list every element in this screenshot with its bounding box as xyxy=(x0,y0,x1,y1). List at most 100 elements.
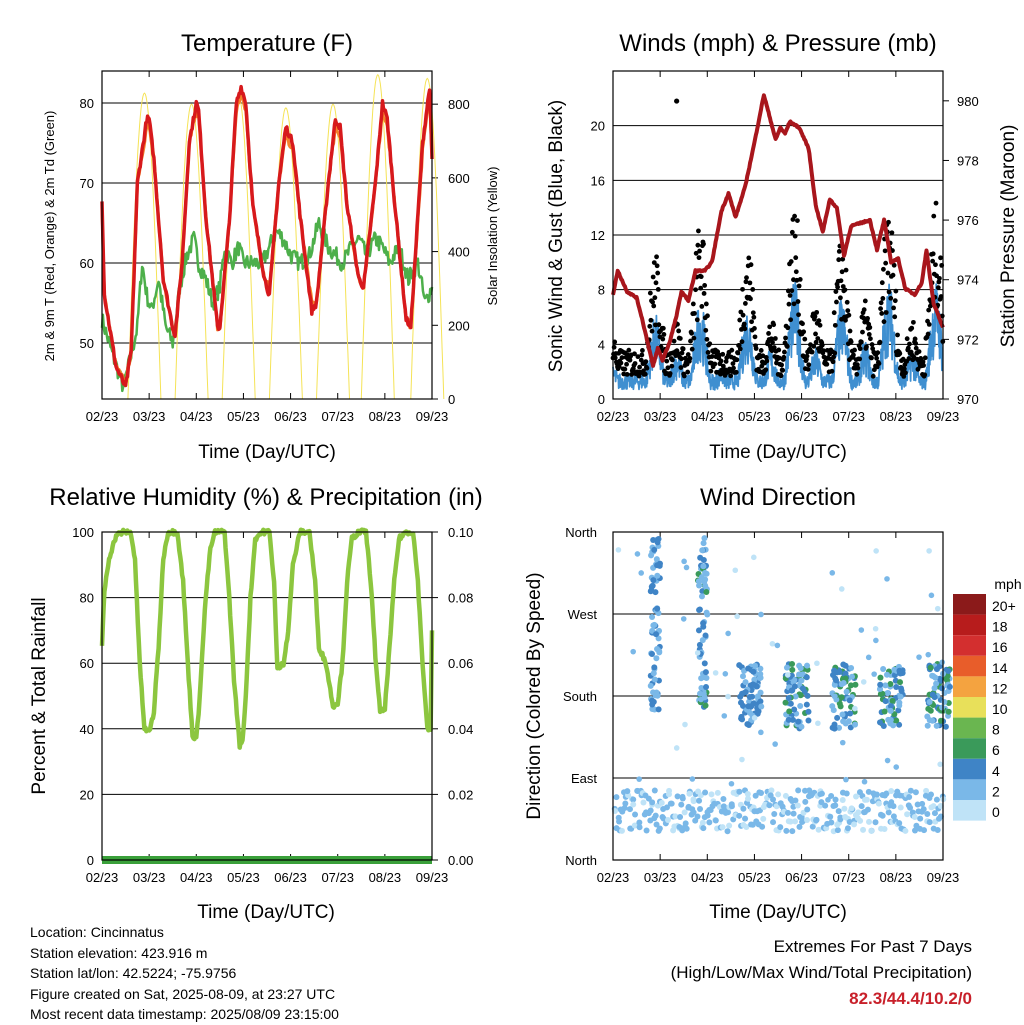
legend-swatch xyxy=(953,655,986,677)
gust-point xyxy=(789,288,795,294)
gust-point xyxy=(819,342,825,348)
direction-point xyxy=(750,554,757,561)
direction-point xyxy=(912,789,919,796)
gust-point xyxy=(833,289,839,295)
direction-point xyxy=(914,801,921,808)
direction-point xyxy=(745,703,752,710)
gust-point xyxy=(927,303,933,309)
gust-point xyxy=(749,319,754,325)
direction-point xyxy=(804,692,811,699)
x-tick-label: 03/23 xyxy=(133,409,166,424)
gust-point xyxy=(893,288,899,294)
gust-point xyxy=(832,350,838,356)
direction-point xyxy=(652,692,659,699)
direction-point xyxy=(726,822,733,829)
direction-point xyxy=(732,567,739,574)
chart-title: Winds (mph) & Pressure (mb) xyxy=(619,30,936,57)
direction-point xyxy=(789,661,796,668)
legend-label: 2 xyxy=(992,783,1000,799)
y-tick-label: 0 xyxy=(87,853,94,868)
direction-point xyxy=(916,654,922,660)
gust-point xyxy=(831,310,837,316)
direction-point xyxy=(708,791,715,798)
direction-point xyxy=(757,665,764,672)
direction-point xyxy=(758,611,764,618)
direction-point xyxy=(751,676,758,683)
gust-point xyxy=(926,322,932,327)
gust-point xyxy=(624,361,629,367)
gust-point xyxy=(689,330,695,336)
y-tick-label: 50 xyxy=(80,336,94,351)
direction-point xyxy=(664,817,671,824)
direction-point xyxy=(681,809,688,816)
direction-point xyxy=(815,720,821,727)
direction-point xyxy=(772,741,778,747)
gust-point xyxy=(836,257,842,263)
direction-point xyxy=(937,803,944,810)
gust-point xyxy=(933,262,938,268)
gust-point xyxy=(632,351,637,357)
direction-point xyxy=(942,723,949,730)
direction-point xyxy=(927,664,934,671)
direction-point xyxy=(936,663,943,670)
gust-point xyxy=(671,338,677,344)
direction-point xyxy=(636,819,643,826)
gust-point xyxy=(622,366,628,372)
y2-tick-label: 0.02 xyxy=(448,787,473,802)
x-axis-label: Time (Day/UTC) xyxy=(197,902,335,923)
direction-point xyxy=(702,569,709,576)
gust-point xyxy=(679,350,685,356)
gust-point xyxy=(933,200,939,206)
direction-point xyxy=(615,547,622,553)
direction-point xyxy=(699,819,706,826)
solar-series xyxy=(174,103,209,400)
direction-point xyxy=(745,721,752,728)
direction-point xyxy=(839,739,846,746)
gust-point xyxy=(862,298,868,304)
direction-point xyxy=(911,813,918,820)
direction-point xyxy=(896,667,903,674)
direction-point xyxy=(857,817,864,824)
x-tick-label: 07/23 xyxy=(321,870,354,885)
direction-point xyxy=(888,788,895,795)
direction-point xyxy=(682,820,689,827)
gust-point xyxy=(809,349,815,355)
x-tick-label: 06/23 xyxy=(785,870,818,885)
legend-label: 16 xyxy=(992,639,1008,655)
gust-point xyxy=(677,336,683,341)
x-tick-label: 06/23 xyxy=(785,409,818,424)
direction-point xyxy=(817,791,824,798)
recent-text: Most recent data timestamp: 2025/08/09 2… xyxy=(30,1006,339,1022)
direction-point xyxy=(743,824,750,831)
gust-point xyxy=(881,319,887,325)
direction-point xyxy=(939,704,946,711)
gust-point xyxy=(647,323,653,329)
gust-point xyxy=(795,218,800,223)
legend-swatch xyxy=(953,779,986,800)
direction-point xyxy=(651,787,658,794)
gust-point xyxy=(891,305,896,311)
y2-tick-label: 972 xyxy=(957,332,979,347)
gust-point xyxy=(858,339,864,345)
direction-point xyxy=(775,791,782,798)
gust-point xyxy=(705,313,710,319)
gust-point xyxy=(752,334,758,340)
gust-point xyxy=(836,248,842,254)
gust-point xyxy=(670,357,675,363)
gust-point xyxy=(892,314,898,320)
direction-point xyxy=(882,698,889,705)
direction-point xyxy=(760,815,767,822)
direction-point xyxy=(921,827,928,834)
direction-point xyxy=(831,693,838,700)
direction-point xyxy=(714,789,721,796)
direction-point xyxy=(696,582,703,589)
gust-point xyxy=(649,328,655,334)
y-tick-label: East xyxy=(571,771,597,786)
gust-point xyxy=(865,316,870,321)
direction-point xyxy=(694,813,701,820)
direction-point xyxy=(654,562,661,569)
direction-point xyxy=(654,605,661,612)
direction-point xyxy=(872,819,879,826)
gust-point xyxy=(637,364,642,370)
gust-point xyxy=(881,266,886,272)
